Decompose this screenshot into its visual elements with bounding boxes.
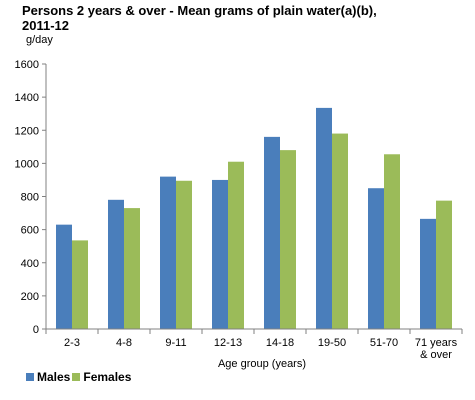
y-tick-label: 1200 [15,125,39,137]
bar-males [316,107,332,329]
x-tick-label: 71 years [415,337,458,349]
bar-males [420,218,436,329]
bar-males [264,136,280,329]
y-tick-label: 400 [21,258,39,270]
y-axis-title: g/day [26,34,53,46]
legend-label-females: Females [83,370,132,384]
bar-females [436,200,452,329]
y-tick-label: 1600 [15,59,39,71]
bar-males [160,176,176,329]
bar-females [332,133,348,329]
x-tick-label: 51-70 [370,337,398,349]
bars [56,107,452,329]
y-tick-label: 800 [21,192,39,204]
bar-females [124,208,140,329]
y-axis-ticks: 0 200 400 600 800 1000 1200 1400 1600 [15,59,46,336]
x-axis-ticks: 2-3 4-8 9-11 12-13 14-18 19-50 51-70 71 years& … [45,329,463,361]
legend-swatch-females [72,373,81,381]
x-tick-label: 4-8 [116,337,132,349]
x-axis-title: Age group (years) [218,358,306,370]
bar-males [368,188,384,329]
x-tick-label: 19-50 [318,337,346,349]
legend: Males Females [26,370,133,384]
bar-females [280,150,296,329]
chart-title-line-2: 2011-12 [22,18,69,33]
y-tick-label: 1400 [15,92,39,104]
x-tick-label: 12-13 [214,337,242,349]
bar-females [384,154,400,329]
x-tick-label: 14-18 [266,337,294,349]
bar-males [212,179,228,329]
legend-swatch-males [26,373,34,381]
bar-females [72,240,88,329]
y-tick-label: 0 [33,324,39,336]
y-tick-label: 1000 [15,158,39,170]
legend-item-males: Males [26,370,70,384]
legend-label-males: Males [37,370,71,384]
chart-title: Persons 2 years & over - Mean grams of p… [22,3,462,33]
x-tick-label: 9-11 [165,337,186,349]
x-tick-label: 2-3 [64,337,80,349]
legend-item-females: Females [72,370,131,384]
x-tick-label: & over [420,349,452,361]
y-tick-label: 600 [21,225,39,237]
y-tick-label: 200 [21,291,39,303]
bar-females [176,180,192,329]
bar-females [228,161,244,329]
bar-males [56,224,72,329]
chart-title-line-1: Persons 2 years & over - Mean grams of p… [22,3,377,18]
bar-males [108,199,124,329]
